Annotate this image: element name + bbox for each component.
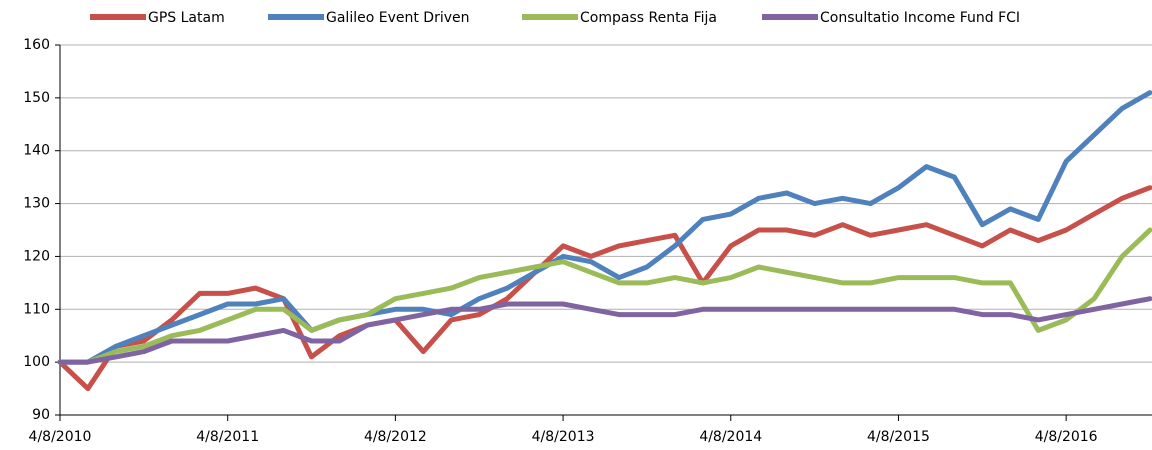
y-tick-label: 130 [23,196,50,212]
y-tick-label: 150 [23,90,50,106]
x-tick-label: 4/8/2016 [1035,429,1098,445]
x-tick-label: 4/8/2011 [196,429,259,445]
series-line [57,296,1152,365]
legend-label: Consultatio Income Fund FCI [820,10,1020,26]
x-tick-label: 4/8/2010 [29,429,92,445]
series-line [57,90,1152,365]
y-tick-label: 110 [23,301,50,317]
x-tick-label: 4/8/2015 [867,429,930,445]
legend-label: GPS Latam [148,10,225,26]
series-line [57,227,1152,365]
x-tick-label: 4/8/2012 [364,429,427,445]
series-line [57,185,1152,392]
x-tick-label: 4/8/2014 [699,429,762,445]
legend-label: Galileo Event Driven [326,10,469,26]
y-tick-label: 120 [23,248,50,264]
y-tick-label: 160 [23,37,50,53]
y-tick-label: 100 [23,354,50,370]
y-tick-label: 140 [23,143,50,159]
x-tick-label: 4/8/2013 [532,429,595,445]
legend-label: Compass Renta Fija [580,10,717,26]
y-tick-label: 90 [32,407,50,423]
